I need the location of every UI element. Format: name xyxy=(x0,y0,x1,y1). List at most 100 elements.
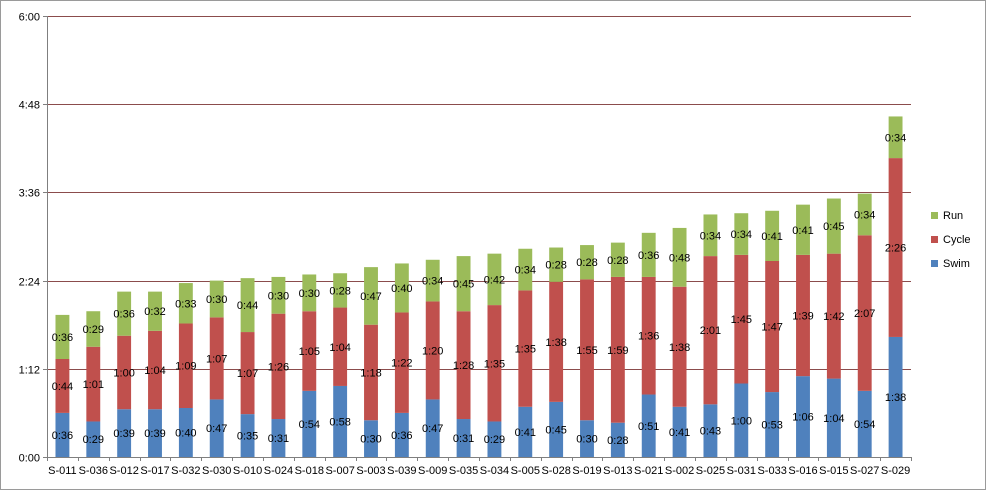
data-label-swim: 0:54 xyxy=(299,419,320,431)
data-label-run: 0:34 xyxy=(731,229,752,241)
bar-run-s-018 xyxy=(302,274,317,312)
bar-swim-s-011 xyxy=(55,412,70,457)
data-label-swim: 0:51 xyxy=(638,421,659,433)
x-tick-label: S-036 xyxy=(79,465,108,477)
bar-swim-s-024 xyxy=(271,419,286,457)
data-label-cycle: 1:01 xyxy=(83,379,104,391)
x-tick-label: S-010 xyxy=(233,465,262,477)
data-label-swim: 0:29 xyxy=(83,434,104,446)
bar-cycle-s-003 xyxy=(364,324,378,421)
bar-run-s-029 xyxy=(888,116,903,159)
y-tick-label: 0:00 xyxy=(19,453,40,465)
bar-run-s-024 xyxy=(271,276,286,314)
data-label-swim: 0:36 xyxy=(391,430,412,442)
bar-swim-s-025 xyxy=(703,404,718,457)
bar-run-s-036 xyxy=(86,311,101,347)
bar-cycle-s-034 xyxy=(487,305,502,422)
data-label-swim: 1:00 xyxy=(731,415,752,427)
data-label-run: 0:40 xyxy=(391,283,412,295)
data-label-swim: 0:28 xyxy=(607,435,628,447)
data-label-run: 0:45 xyxy=(453,279,474,291)
data-label-cycle: 1:07 xyxy=(206,353,227,365)
y-tick-label: 3:36 xyxy=(19,188,40,200)
x-tick-label: S-021 xyxy=(634,465,663,477)
bar-cycle-s-030 xyxy=(209,317,224,400)
data-label-run: 0:34 xyxy=(700,230,721,242)
bar-run-s-017 xyxy=(148,291,162,331)
data-label-run: 0:30 xyxy=(206,294,227,306)
data-label-swim: 1:04 xyxy=(823,413,844,425)
data-label-cycle: 1:39 xyxy=(792,311,813,323)
data-label-cycle: 1:22 xyxy=(391,358,412,370)
bar-run-s-013 xyxy=(610,242,625,277)
x-tick-label: S-039 xyxy=(387,465,416,477)
data-label-run: 0:36 xyxy=(52,332,73,344)
bar-cycle-s-035 xyxy=(456,311,471,420)
y-tick-label: 6:00 xyxy=(19,12,40,24)
bar-swim-s-005 xyxy=(518,406,533,457)
bar-run-s-035 xyxy=(456,256,471,312)
data-label-swim: 0:54 xyxy=(854,419,875,431)
x-tick-label: S-015 xyxy=(819,465,848,477)
bar-cycle-s-031 xyxy=(734,254,749,384)
x-tick-label: S-032 xyxy=(171,465,200,477)
data-label-run: 0:41 xyxy=(792,225,813,237)
data-label-cycle: 1:07 xyxy=(237,368,258,380)
data-label-cycle: 2:01 xyxy=(700,325,721,337)
data-label-run: 0:28 xyxy=(576,257,597,269)
bar-run-s-027 xyxy=(857,193,872,236)
data-label-run: 0:44 xyxy=(237,300,258,312)
bar-run-s-021 xyxy=(641,232,656,277)
data-label-swim: 0:41 xyxy=(669,427,690,439)
bar-cycle-s-018 xyxy=(302,311,317,391)
data-label-swim: 0:47 xyxy=(206,423,227,435)
data-label-cycle: 1:20 xyxy=(422,345,443,357)
bar-swim-s-009 xyxy=(425,399,440,457)
y-tick-label: 2:24 xyxy=(19,277,40,289)
x-tick-label: S-028 xyxy=(541,465,570,477)
x-tick-label: S-019 xyxy=(572,465,601,477)
bar-swim-s-030 xyxy=(209,399,224,457)
data-label-cycle: 1:38 xyxy=(545,337,566,349)
data-label-cycle: 1:26 xyxy=(268,361,289,373)
x-tick-label: S-002 xyxy=(665,465,694,477)
data-label-cycle: 0:44 xyxy=(52,381,73,393)
legend-label-swim: Swim xyxy=(943,258,970,270)
x-tick-label: S-017 xyxy=(140,465,169,477)
data-label-cycle: 1:36 xyxy=(638,331,659,343)
bar-run-s-028 xyxy=(549,247,564,282)
bar-swim-s-033 xyxy=(765,392,780,457)
data-label-swim: 0:58 xyxy=(329,416,350,428)
data-label-run: 0:30 xyxy=(299,288,320,300)
x-tick-label: S-029 xyxy=(881,465,910,477)
bar-run-s-019 xyxy=(580,245,594,280)
bar-run-s-039 xyxy=(394,263,409,313)
bar-swim-s-010 xyxy=(240,414,255,457)
bar-run-s-034 xyxy=(487,253,502,306)
bar-run-s-003 xyxy=(364,267,378,325)
data-label-run: 0:32 xyxy=(144,306,165,318)
x-tick-label: S-035 xyxy=(449,465,478,477)
legend-swatch-swim xyxy=(931,260,938,267)
data-label-cycle: 1:55 xyxy=(576,345,597,357)
data-label-swim: 0:29 xyxy=(484,434,505,446)
bar-cycle-s-039 xyxy=(394,312,409,413)
data-label-cycle: 1:47 xyxy=(761,322,782,334)
bar-swim-s-015 xyxy=(826,378,841,457)
bar-run-s-009 xyxy=(425,259,440,302)
data-label-run: 0:28 xyxy=(607,255,628,267)
bar-run-s-015 xyxy=(826,198,841,254)
data-label-cycle: 1:09 xyxy=(175,361,196,373)
bar-cycle-s-027 xyxy=(857,235,872,391)
bar-run-s-032 xyxy=(178,283,193,324)
bar-swim-s-032 xyxy=(178,408,193,457)
x-tick-label: S-003 xyxy=(356,465,385,477)
data-label-run: 0:33 xyxy=(175,298,196,310)
data-label-cycle: 1:04 xyxy=(329,342,350,354)
bar-swim-s-035 xyxy=(456,419,471,457)
legend-swatch-cycle xyxy=(931,236,938,243)
x-tick-label: S-025 xyxy=(696,465,725,477)
data-label-run: 0:34 xyxy=(422,276,443,288)
